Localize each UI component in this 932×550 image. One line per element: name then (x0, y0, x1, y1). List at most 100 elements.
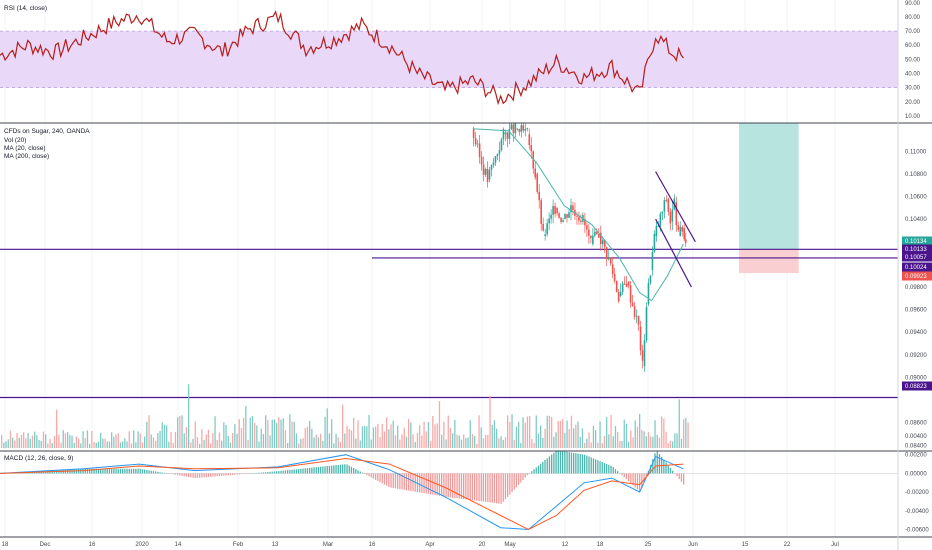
macd-histogram-bar (449, 473, 452, 498)
ma20-line (472, 128, 684, 302)
macd-histogram-bar (95, 468, 97, 474)
macd-title[interactable]: MACD (12, 26, close, 9) (4, 455, 73, 462)
candle-body (649, 275, 652, 283)
macd-histogram-bar (372, 473, 375, 479)
volume-bar (427, 422, 430, 448)
macd-histogram-bar (199, 473, 201, 478)
volume-bar (155, 440, 157, 448)
volume-bar (559, 420, 562, 448)
wedge-lower-line (655, 218, 692, 288)
volume-bar (269, 435, 271, 448)
rsi-tick-label: 20.00 (905, 100, 921, 106)
rsi-panel[interactable] (0, 10, 898, 106)
macd-histogram-bar (232, 473, 234, 475)
volume-bar (100, 432, 102, 448)
volume-bar (590, 442, 592, 448)
macd-histogram-bar (562, 451, 564, 474)
macd-histogram-bar (111, 468, 113, 474)
macd-histogram-bar (84, 468, 86, 474)
macd-histogram-bar (251, 473, 254, 474)
volume-bar (575, 424, 577, 448)
time-axis-label: May (504, 542, 515, 548)
macd-histogram-bar (234, 473, 236, 475)
candle-body (492, 162, 495, 166)
macd-histogram-bar (603, 463, 606, 474)
rsi-tick-label: 90.00 (905, 1, 921, 7)
price-tag-box (902, 236, 932, 246)
volume-bar (610, 414, 612, 448)
legend-ma20[interactable]: MA (20, close) (4, 145, 46, 152)
macd-histogram-bar (502, 473, 504, 502)
volume-bar (359, 440, 361, 448)
price-title[interactable]: CFDs on Sugar, 240, OANDA (4, 128, 90, 135)
volume-bar (447, 415, 449, 448)
time-axis-label: 16 (369, 542, 376, 548)
volume-bar (443, 421, 445, 448)
macd-tick-label: -0.00600 (905, 528, 929, 534)
macd-histogram-bar (339, 464, 342, 474)
volume-bar (412, 434, 414, 448)
volume-bar (216, 440, 218, 448)
macd-histogram-bar (260, 472, 262, 474)
volume-bar (557, 421, 559, 448)
legend-vol[interactable]: Vol (20) (4, 137, 26, 144)
macd-histogram-bar (326, 466, 328, 474)
macd-histogram-bar (632, 473, 634, 486)
volume-bar (199, 443, 201, 448)
volume-bar (471, 433, 474, 448)
volume-bar (166, 425, 168, 448)
volume-bar (111, 432, 113, 448)
volume-bar (161, 422, 163, 448)
candle-body (566, 214, 568, 218)
volume-bar (135, 442, 137, 448)
macd-histogram-bar (331, 465, 333, 474)
volume-bar (82, 431, 84, 448)
volume-bar (502, 439, 504, 448)
rsi-title[interactable]: RSI (14, close) (4, 5, 47, 12)
volume-bar (128, 431, 130, 448)
candle-body (516, 128, 519, 130)
volume-bar (60, 442, 62, 448)
candle-body (500, 139, 503, 151)
macd-histogram-bar (513, 473, 515, 490)
price-panel[interactable] (0, 122, 898, 399)
macd-histogram-bar (166, 473, 168, 474)
volume-bar (551, 417, 553, 448)
candle-body (552, 206, 554, 215)
macd-histogram-bar (379, 473, 381, 483)
time-axis-label: Mar (323, 542, 333, 548)
macd-histogram-bar (645, 473, 647, 477)
macd-tick-label: -0.00200 (905, 490, 929, 496)
price-tag-label: 0.10057 (905, 255, 927, 261)
macd-histogram-bar (641, 473, 643, 489)
macd-histogram-bar (201, 473, 203, 478)
volume-bar (414, 441, 416, 448)
macd-histogram-bar (115, 468, 117, 474)
macd-histogram-bar (555, 450, 557, 474)
volume-bar (196, 437, 199, 448)
volume-bar (212, 433, 214, 448)
macd-histogram-bar (394, 473, 397, 489)
volume-bar (511, 414, 513, 448)
macd-histogram-bar (643, 473, 645, 483)
volume-bar (18, 437, 20, 448)
volume-bar (383, 431, 386, 448)
volume-bar (9, 430, 12, 448)
volume-bar (238, 419, 240, 448)
volume-bar (388, 429, 390, 448)
macd-histogram-bar (658, 454, 661, 474)
volume-bar (172, 442, 174, 448)
volume-bar (603, 435, 606, 448)
time-axis-label: Apr (425, 542, 434, 548)
macd-histogram-bar (460, 473, 463, 499)
volume-bar (665, 431, 667, 448)
macd-panel[interactable] (0, 450, 898, 531)
macd-histogram-bar (137, 468, 139, 474)
volume-bar (522, 417, 524, 448)
macd-histogram-bar (634, 473, 636, 488)
volume-bar (456, 434, 458, 448)
candle-body (667, 198, 670, 212)
legend-ma200[interactable]: MA (200, close) (4, 153, 49, 160)
volume-bar (650, 436, 652, 448)
